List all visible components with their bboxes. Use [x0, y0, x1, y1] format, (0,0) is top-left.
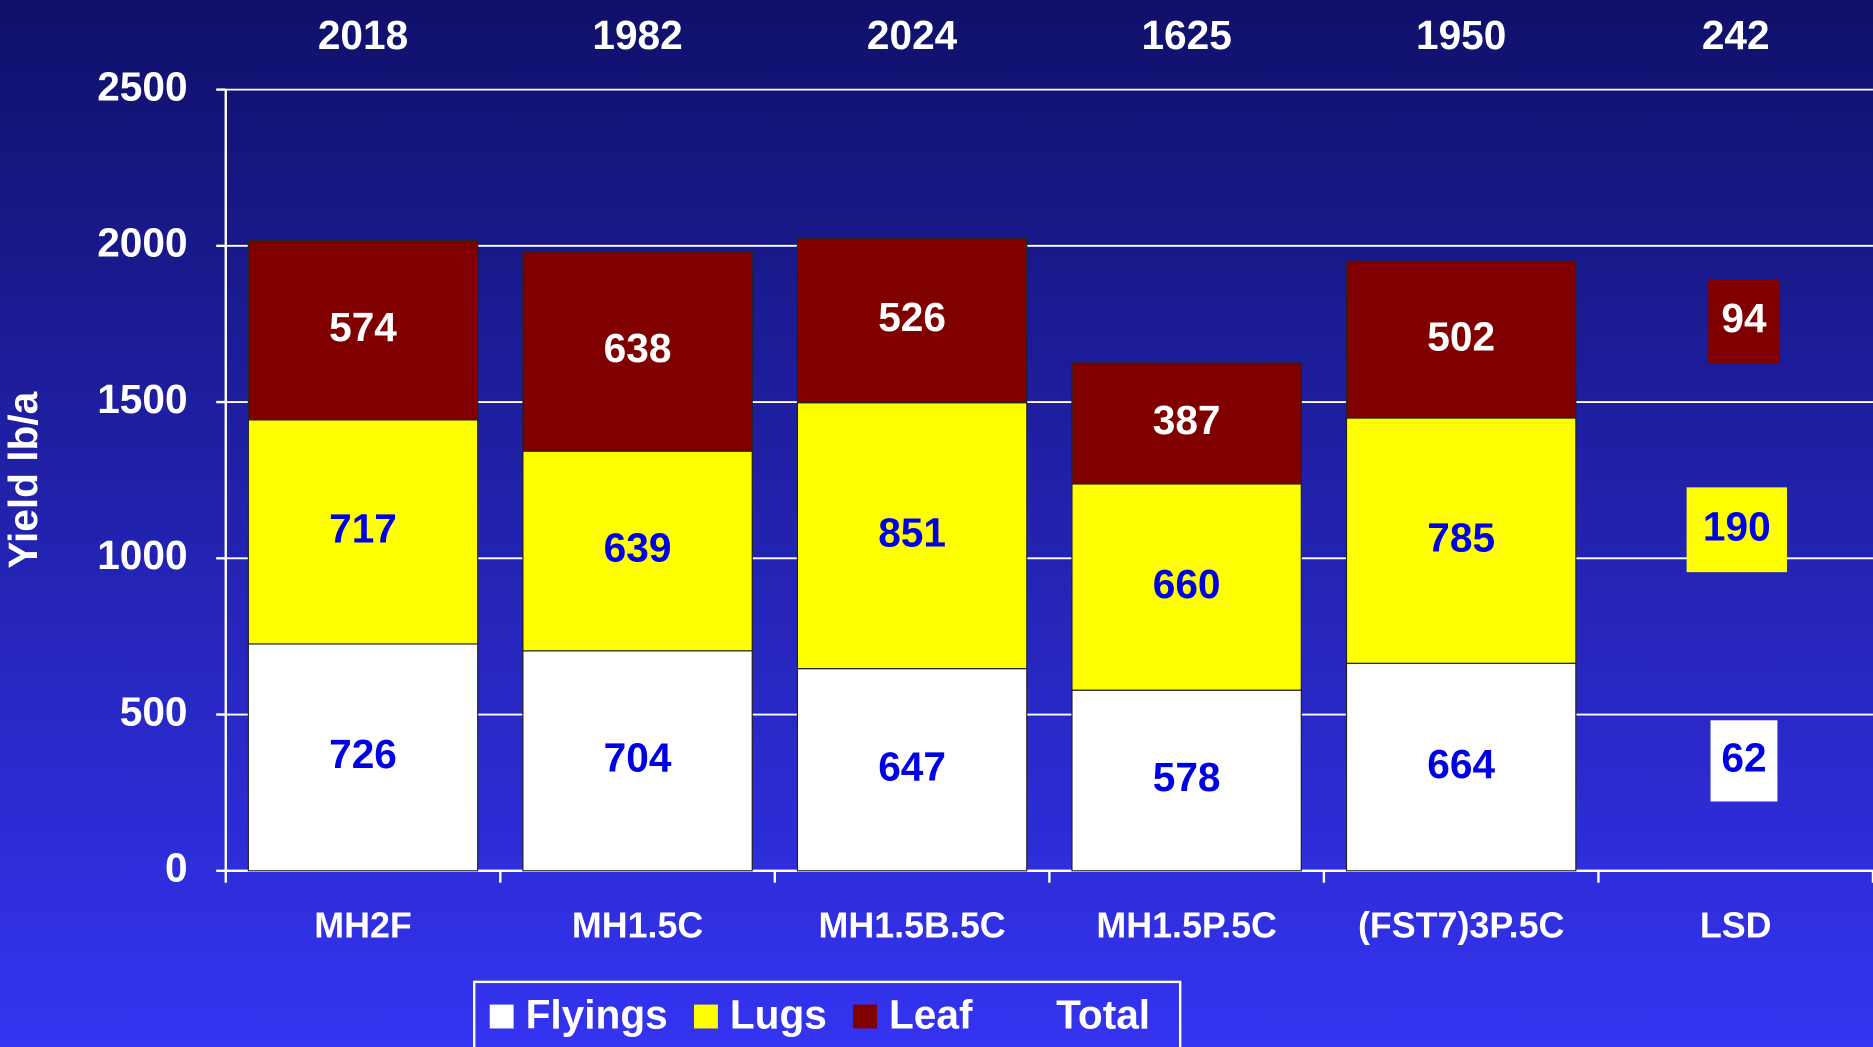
legend-swatch: [489, 1004, 514, 1029]
value-label: 639: [604, 525, 672, 571]
lsd-label: 190: [1703, 503, 1771, 549]
lsd-box: [1710, 720, 1778, 802]
y-tick-label: 0: [165, 845, 188, 891]
value-label: 578: [1153, 754, 1221, 800]
value-label: 502: [1427, 313, 1495, 359]
y-tick-label: 2000: [97, 220, 187, 266]
value-label: 717: [329, 506, 397, 552]
x-tick-label: (FST7)3P.5C: [1358, 906, 1564, 946]
x-tick-label: MH1.5C: [572, 906, 703, 946]
plot: 0 500 1000 1500 2000 2500 Yield lb/a MH2F 726 717…: [0, 12, 1873, 1047]
y-tick-label: 1500: [97, 376, 187, 422]
legend-label: Flyings: [526, 991, 668, 1037]
value-label: 851: [878, 509, 946, 555]
legend-box: [473, 980, 1182, 1047]
bar-segment: [1071, 362, 1302, 485]
bar-segment: [522, 251, 753, 452]
bar-segment: [1345, 417, 1577, 664]
legend-swatch: [694, 1004, 718, 1029]
value-label: 647: [878, 743, 946, 789]
bar-segment: [247, 239, 479, 421]
lsd-box: [1686, 487, 1787, 573]
bar-segment: [522, 650, 753, 872]
total-label: 1625: [1141, 12, 1231, 58]
value-label: 526: [878, 294, 946, 340]
total-label: 2018: [318, 12, 408, 58]
x-tick-label: MH2F: [314, 906, 412, 946]
bar-segment: [522, 450, 753, 652]
value-label: 785: [1427, 514, 1495, 560]
legend-label: Lugs: [730, 991, 827, 1037]
bar-segment: [1071, 483, 1302, 691]
bar-segment: [247, 419, 479, 645]
bar-segment: [796, 402, 1028, 670]
x-tick-label: MH1.5B.5C: [819, 906, 1006, 946]
value-label: 638: [604, 325, 672, 371]
value-label: 704: [604, 735, 672, 781]
total-label: 1982: [592, 12, 682, 58]
legend-swatch: [853, 1004, 878, 1029]
x-tick-label: MH1.5P.5C: [1096, 906, 1277, 946]
bar-segment: [1345, 260, 1577, 419]
total-label: 242: [1702, 12, 1770, 58]
value-label: 660: [1153, 561, 1221, 607]
total-label: 2024: [867, 12, 958, 58]
legend-label: Leaf: [889, 991, 973, 1037]
legend-label: Total: [1056, 991, 1150, 1037]
lsd-box: [1708, 279, 1780, 364]
value-label: 387: [1153, 397, 1221, 443]
bar-segment: [1071, 689, 1302, 872]
value-label: 574: [329, 304, 397, 350]
bar-segment: [796, 237, 1028, 404]
lsd-label: 62: [1721, 735, 1766, 781]
total-label: 1950: [1416, 12, 1506, 58]
bar-segment: [1345, 662, 1577, 872]
y-tick-label: 1000: [97, 532, 187, 578]
y-tick-label: 2500: [97, 63, 187, 109]
value-label: 726: [329, 731, 397, 777]
y-tick-label: 500: [120, 688, 188, 734]
bar-segment: [796, 668, 1028, 872]
x-tick-label: LSD: [1700, 906, 1772, 946]
lsd-label: 94: [1721, 295, 1767, 341]
value-label: 664: [1427, 741, 1495, 787]
y-axis-title: Yield lb/a: [0, 391, 46, 568]
